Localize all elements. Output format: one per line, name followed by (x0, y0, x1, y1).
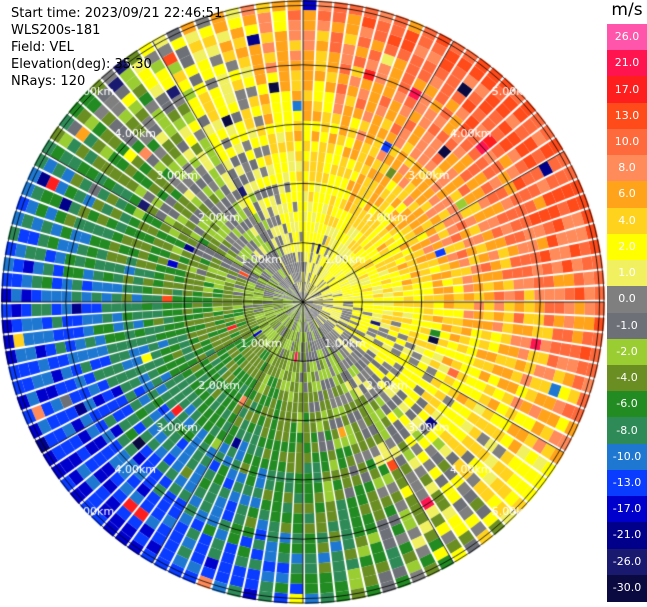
colorbar-bin (607, 260, 647, 288)
colorbar-tick-label: 13.0 (614, 108, 640, 122)
colorbar-bin (607, 128, 647, 156)
colorbar: 26.0 21.0 17.0 13.0 10.0 8.0 6.0 4.0 2.0 1.0 0.0 -1… (607, 24, 647, 602)
colorbar-tick-label: 0.0 (618, 292, 636, 306)
instrument-label: WLS200s-181 (11, 23, 101, 38)
colorbar-bin (607, 391, 647, 419)
colorbar-tick-label: -4.0 (616, 371, 638, 385)
colorbar-bin (607, 469, 647, 497)
colorbar-bin (607, 338, 647, 366)
colorbar-tick-label: 8.0 (618, 161, 636, 175)
colorbar-tick-label: -21.0 (612, 528, 642, 542)
colorbar-bin (607, 496, 647, 524)
colorbar-bin (607, 443, 647, 471)
colorbar-tick-label: -6.0 (616, 397, 638, 411)
colorbar-tick-label: 17.0 (614, 82, 640, 96)
colorbar-tick-label: -13.0 (612, 475, 642, 489)
elevation-label: Elevation(deg): 35.30 (11, 57, 152, 72)
colorbar-bin (607, 181, 647, 209)
colorbar-bin (607, 417, 647, 445)
colorbar-tick-label: 6.0 (618, 187, 636, 201)
colorbar-tick-label: -17.0 (612, 502, 642, 516)
colorbar-bin (607, 155, 647, 183)
colorbar-tick-label: 21.0 (614, 56, 640, 70)
colorbar-tick-label: -2.0 (616, 344, 638, 358)
colorbar-tick-label: -8.0 (616, 423, 638, 437)
start-time-label: Start time: 2023/09/21 22:46:51 (11, 6, 223, 21)
colorbar-bin (607, 286, 647, 314)
colorbar-tick-label: -26.0 (612, 554, 642, 568)
colorbar-tick-label: 10.0 (614, 135, 640, 149)
colorbar-bin (607, 364, 647, 392)
colorbar-tick-label: 2.0 (618, 239, 636, 253)
colorbar-title: m/s (611, 0, 643, 20)
field-label: Field: VEL (11, 40, 74, 55)
colorbar-bin (607, 233, 647, 261)
colorbar-tick-label: 1.0 (618, 266, 636, 280)
colorbar-bin (607, 548, 647, 576)
colorbar-bin (607, 50, 647, 78)
colorbar-tick-label: -10.0 (612, 449, 642, 463)
colorbar-tick-label: -1.0 (616, 318, 638, 332)
colorbar-tick-label: 26.0 (614, 30, 640, 44)
nrays-label: NRays: 120 (11, 74, 86, 89)
colorbar-tick-label: -30.0 (612, 580, 642, 594)
colorbar-bin (607, 312, 647, 340)
colorbar-bin (607, 76, 647, 104)
colorbar-bin (607, 207, 647, 235)
colorbar-bin (607, 24, 647, 51)
colorbar-bin (607, 102, 647, 130)
colorbar-bin (607, 574, 647, 602)
colorbar-tick-label: 4.0 (618, 213, 636, 227)
colorbar-bin (607, 522, 647, 550)
